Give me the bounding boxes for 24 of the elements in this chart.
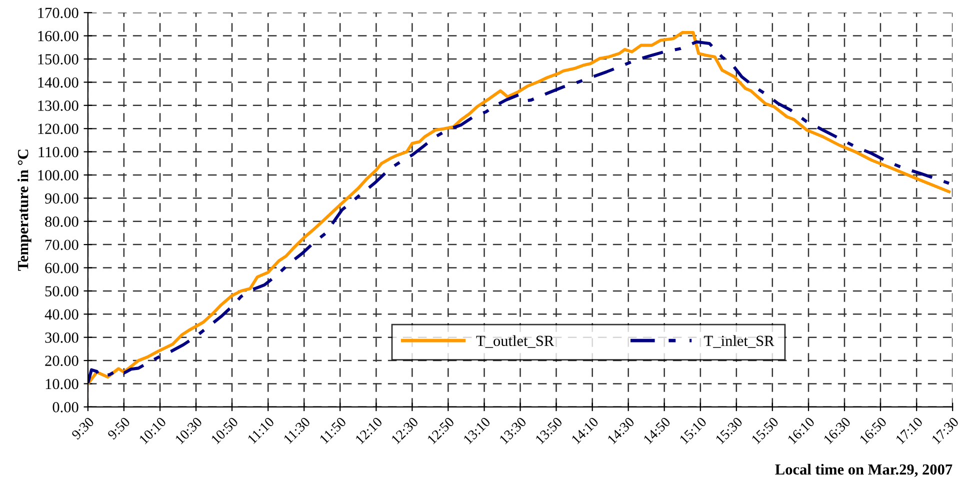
y-tick-label: 160.00 xyxy=(38,30,78,42)
y-tick-label: 50.00 xyxy=(45,286,78,296)
y-tick-label: 80.00 xyxy=(45,216,78,227)
y-tick-label: 100.00 xyxy=(38,170,78,180)
x-tick-label: 9:50 xyxy=(107,416,130,440)
y-tick-label: 130.00 xyxy=(38,100,78,111)
y-tick-label: 60.00 xyxy=(45,262,78,274)
y-tick-label: 170.00 xyxy=(38,8,78,18)
y-tick-label: 0.00 xyxy=(52,402,78,412)
y-tick-label: 30.00 xyxy=(45,332,78,343)
y-tick-label: 120.00 xyxy=(38,124,78,134)
legend-label: T_inlet_SR xyxy=(704,335,774,348)
x-tick-label: 9:30 xyxy=(71,416,95,440)
y-tick-label: 10.00 xyxy=(46,378,78,390)
x-axis-title: Local time on Mar.29, 2007 xyxy=(775,464,952,477)
y-tick-label: 110.00 xyxy=(38,146,78,158)
legend-label: T_outlet_SR xyxy=(476,335,554,348)
y-tick-label: 40.00 xyxy=(44,309,78,320)
y-tick-label: 90.00 xyxy=(45,193,78,204)
y-tick-label: 70.00 xyxy=(46,240,78,250)
y-axis-title: Temperature in °C xyxy=(17,150,32,271)
y-tick-label: 20.00 xyxy=(45,356,78,366)
y-tick-label: 150.00 xyxy=(38,54,78,65)
y-tick-label: 140.00 xyxy=(38,77,78,88)
